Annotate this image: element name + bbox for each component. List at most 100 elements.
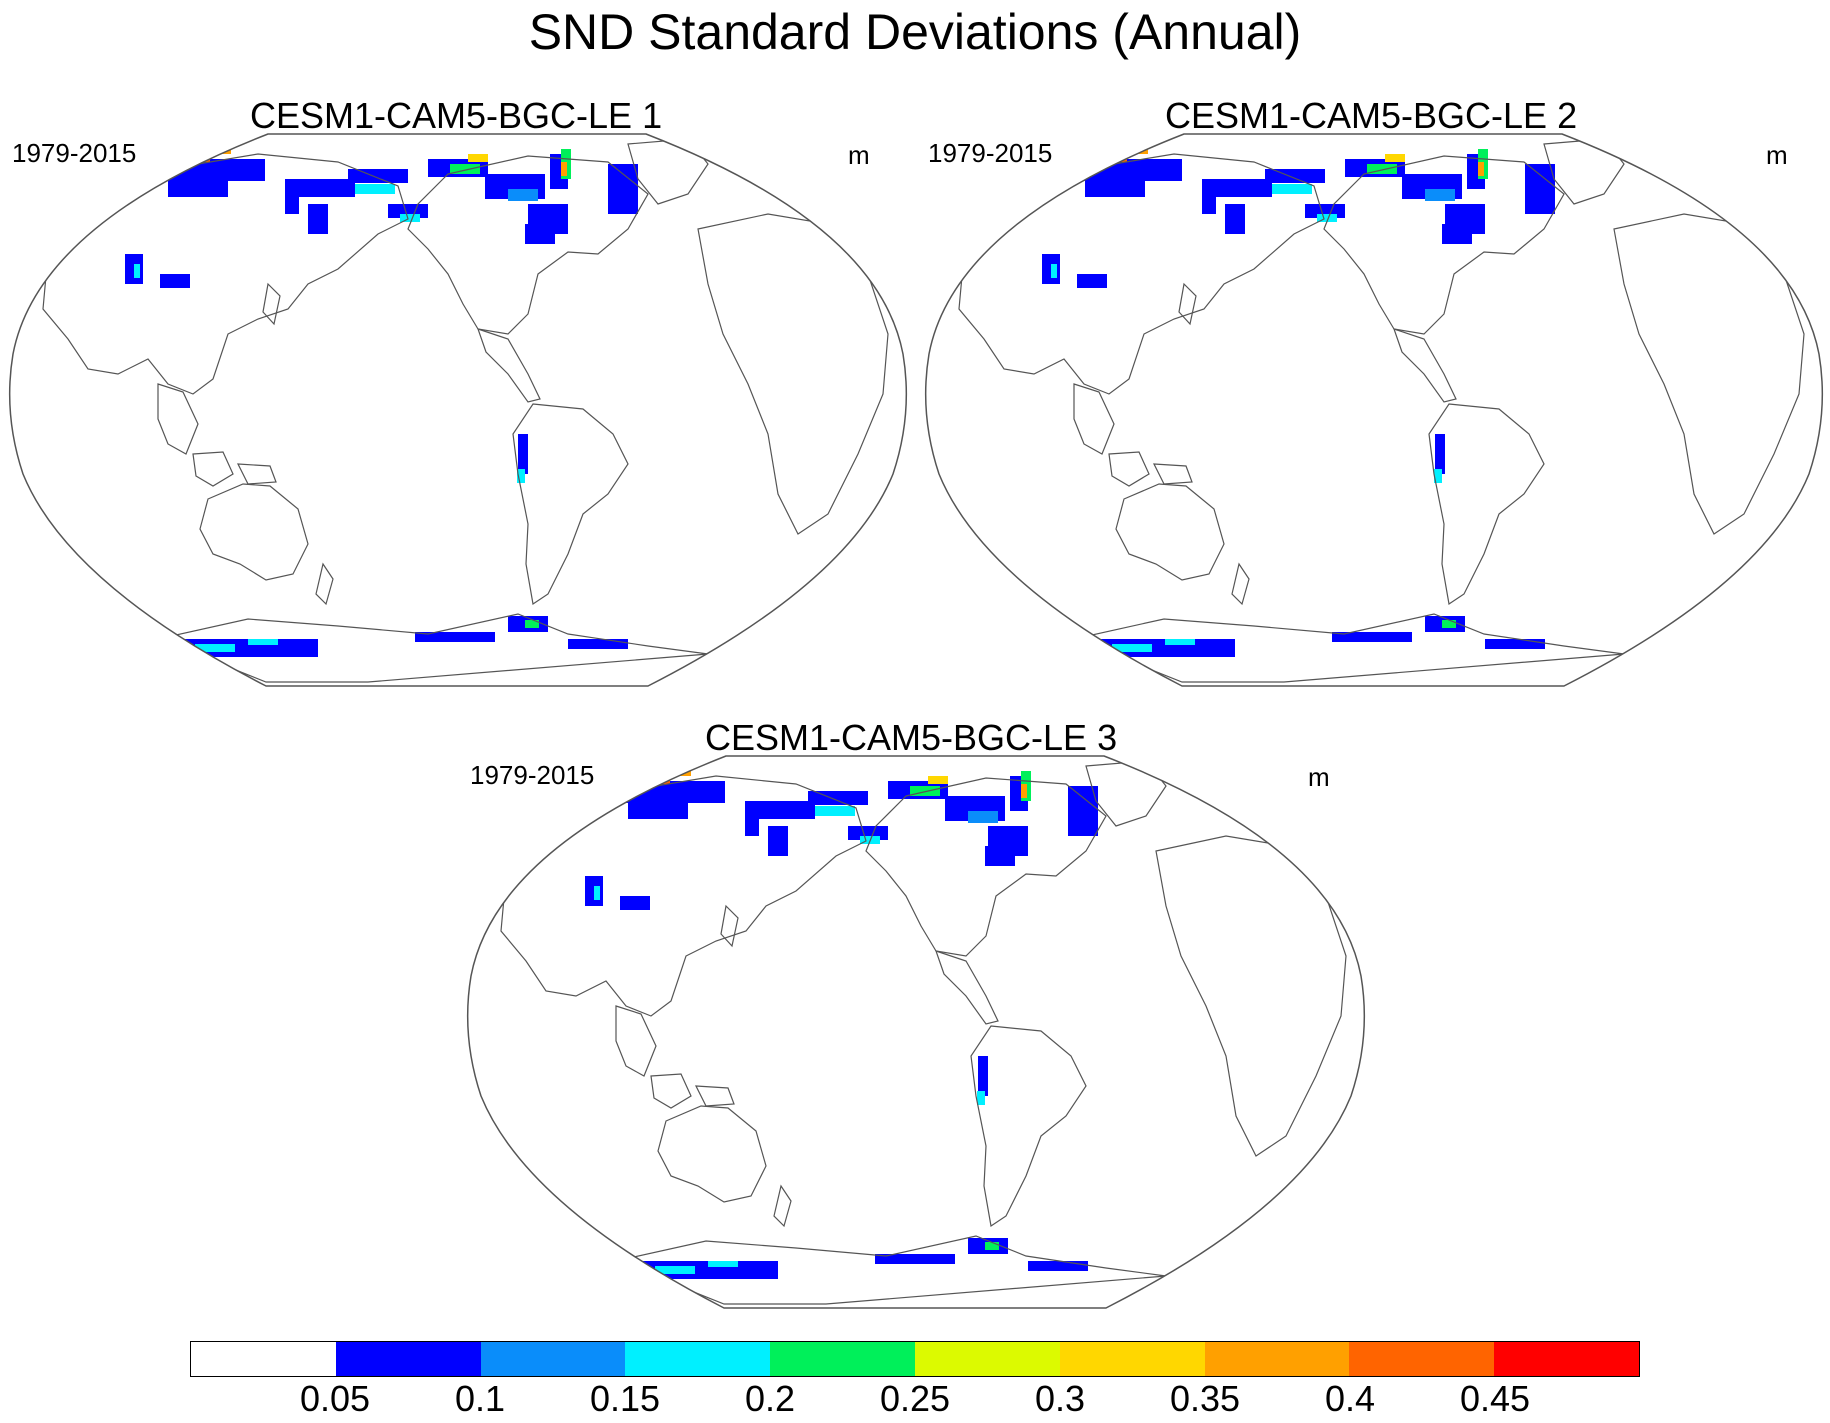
snow-depth-patch — [1272, 184, 1312, 194]
coastline — [315, 562, 334, 606]
snow-depth-patch — [1028, 1261, 1088, 1271]
snow-depth-patch — [160, 274, 190, 288]
panel-title-1: CESM1-CAM5-BGC-LE 1 — [250, 95, 663, 136]
coastline — [650, 1073, 692, 1109]
snow-depth-patch — [708, 1261, 738, 1267]
coastline — [720, 904, 739, 948]
snow-depth-patch — [134, 264, 140, 278]
world-map-1 — [8, 133, 908, 687]
snow-depth-patch — [1051, 264, 1057, 278]
coastline — [157, 383, 199, 455]
snow-depth-patch — [745, 816, 759, 836]
coastline — [615, 1005, 657, 1077]
coastline — [1108, 451, 1150, 487]
panel-units-1: m — [848, 140, 870, 170]
map-border — [466, 755, 1366, 1309]
colorbar-swatch-7 — [1059, 1341, 1205, 1377]
coastline — [1393, 328, 1457, 403]
snow-depth-patch — [628, 1261, 778, 1279]
snow-depth-patch — [1265, 169, 1325, 183]
colorbar-label-7: 0.35 — [1169, 1378, 1241, 1419]
snow-depth-patch — [1085, 639, 1235, 657]
coastline — [236, 463, 277, 485]
snow-depth-patch — [168, 179, 228, 197]
snow-depth-patch — [928, 776, 948, 784]
panel-units-3: m — [1308, 762, 1330, 792]
coastline — [865, 777, 1107, 957]
colorbar-swatch-5 — [770, 1341, 915, 1377]
map-content — [958, 138, 1805, 683]
snow-depth-patch — [348, 169, 408, 183]
snow-depth-patch — [1317, 214, 1337, 222]
colorbar-label-4: 0.2 — [744, 1378, 796, 1419]
snow-depth-patch — [645, 776, 670, 784]
snow-depth-patch — [1434, 469, 1442, 483]
snow-depth-patch — [468, 154, 488, 162]
colorbar-label-1: 0.05 — [299, 1378, 371, 1419]
coastline — [1073, 383, 1115, 455]
snow-depth-patch — [285, 194, 299, 214]
colorbar-label-6: 0.3 — [1034, 1378, 1086, 1419]
snow-depth-patch — [977, 1091, 985, 1105]
snow-depth-patch — [525, 620, 539, 628]
snow-depth-patch — [1225, 204, 1245, 234]
coastline — [694, 1085, 735, 1107]
snow-depth-patch — [1085, 179, 1145, 197]
snow-depth-patch — [1202, 179, 1272, 197]
snow-depth-patch — [620, 896, 650, 910]
snow-depth-patch — [768, 826, 788, 856]
snow-depth-patch — [518, 434, 528, 474]
colorbar-swatch-9 — [1349, 1341, 1495, 1377]
snow-depth-patch — [875, 1254, 955, 1264]
snow-depth-patch — [1332, 632, 1412, 642]
map-border — [924, 133, 1824, 687]
snow-depth-patch — [1068, 786, 1098, 836]
panel-period-3: 1979-2015 — [470, 760, 595, 790]
snow-depth-patch — [168, 639, 318, 657]
coastline — [1155, 835, 1347, 1157]
snow-depth-patch — [248, 639, 278, 645]
coastline — [192, 451, 234, 487]
snow-depth-patch — [1485, 639, 1545, 649]
snow-depth-patch — [985, 1242, 999, 1250]
snow-depth-patch — [1202, 194, 1216, 214]
snow-depth-patch — [308, 204, 328, 234]
figure-title: SND Standard Deviations (Annual) — [528, 4, 1302, 60]
snow-depth-patch — [525, 224, 555, 244]
world-map-2 — [924, 133, 1824, 687]
colorbar-swatch-4 — [625, 1341, 771, 1377]
snow-depth-patch — [1525, 164, 1555, 214]
snow-depth-patch — [1442, 620, 1456, 628]
panel-title-3: CESM1-CAM5-BGC-LE 3 — [705, 717, 1118, 758]
coastline — [1543, 138, 1625, 205]
snow-depth-patch — [1425, 189, 1455, 201]
coastline — [155, 613, 709, 683]
snow-depth-patch — [1112, 644, 1152, 652]
coastline — [935, 950, 999, 1025]
coastline — [970, 1025, 1087, 1228]
colorbar-swatch-3 — [480, 1341, 626, 1377]
world-map-3 — [466, 755, 1366, 1309]
coastline — [613, 1235, 1167, 1305]
snow-depth-patch — [1442, 224, 1472, 244]
snow-depth-patch — [561, 162, 567, 176]
snow-depth-patch — [985, 846, 1015, 866]
snow-depth-patch — [815, 806, 855, 816]
snow-depth-patch — [1367, 164, 1397, 174]
snow-depth-patch — [450, 164, 480, 174]
coastline — [1231, 562, 1250, 606]
snow-depth-patch — [195, 644, 235, 652]
colorbar — [190, 1341, 1640, 1377]
snow-depth-patch — [1021, 784, 1027, 798]
panel-period-2: 1979-2015 — [928, 138, 1053, 168]
coastline — [512, 403, 629, 606]
snow-depth-patch — [415, 632, 495, 642]
snow-depth-patch — [910, 786, 940, 796]
snow-depth-patch — [628, 801, 688, 819]
coastline — [262, 282, 281, 326]
coastline — [199, 483, 309, 581]
panel-title-2: CESM1-CAM5-BGC-LE 2 — [1165, 95, 1578, 136]
colorbar-label-5: 0.25 — [879, 1378, 951, 1419]
snow-depth-patch — [355, 184, 395, 194]
coastline — [500, 775, 867, 1017]
